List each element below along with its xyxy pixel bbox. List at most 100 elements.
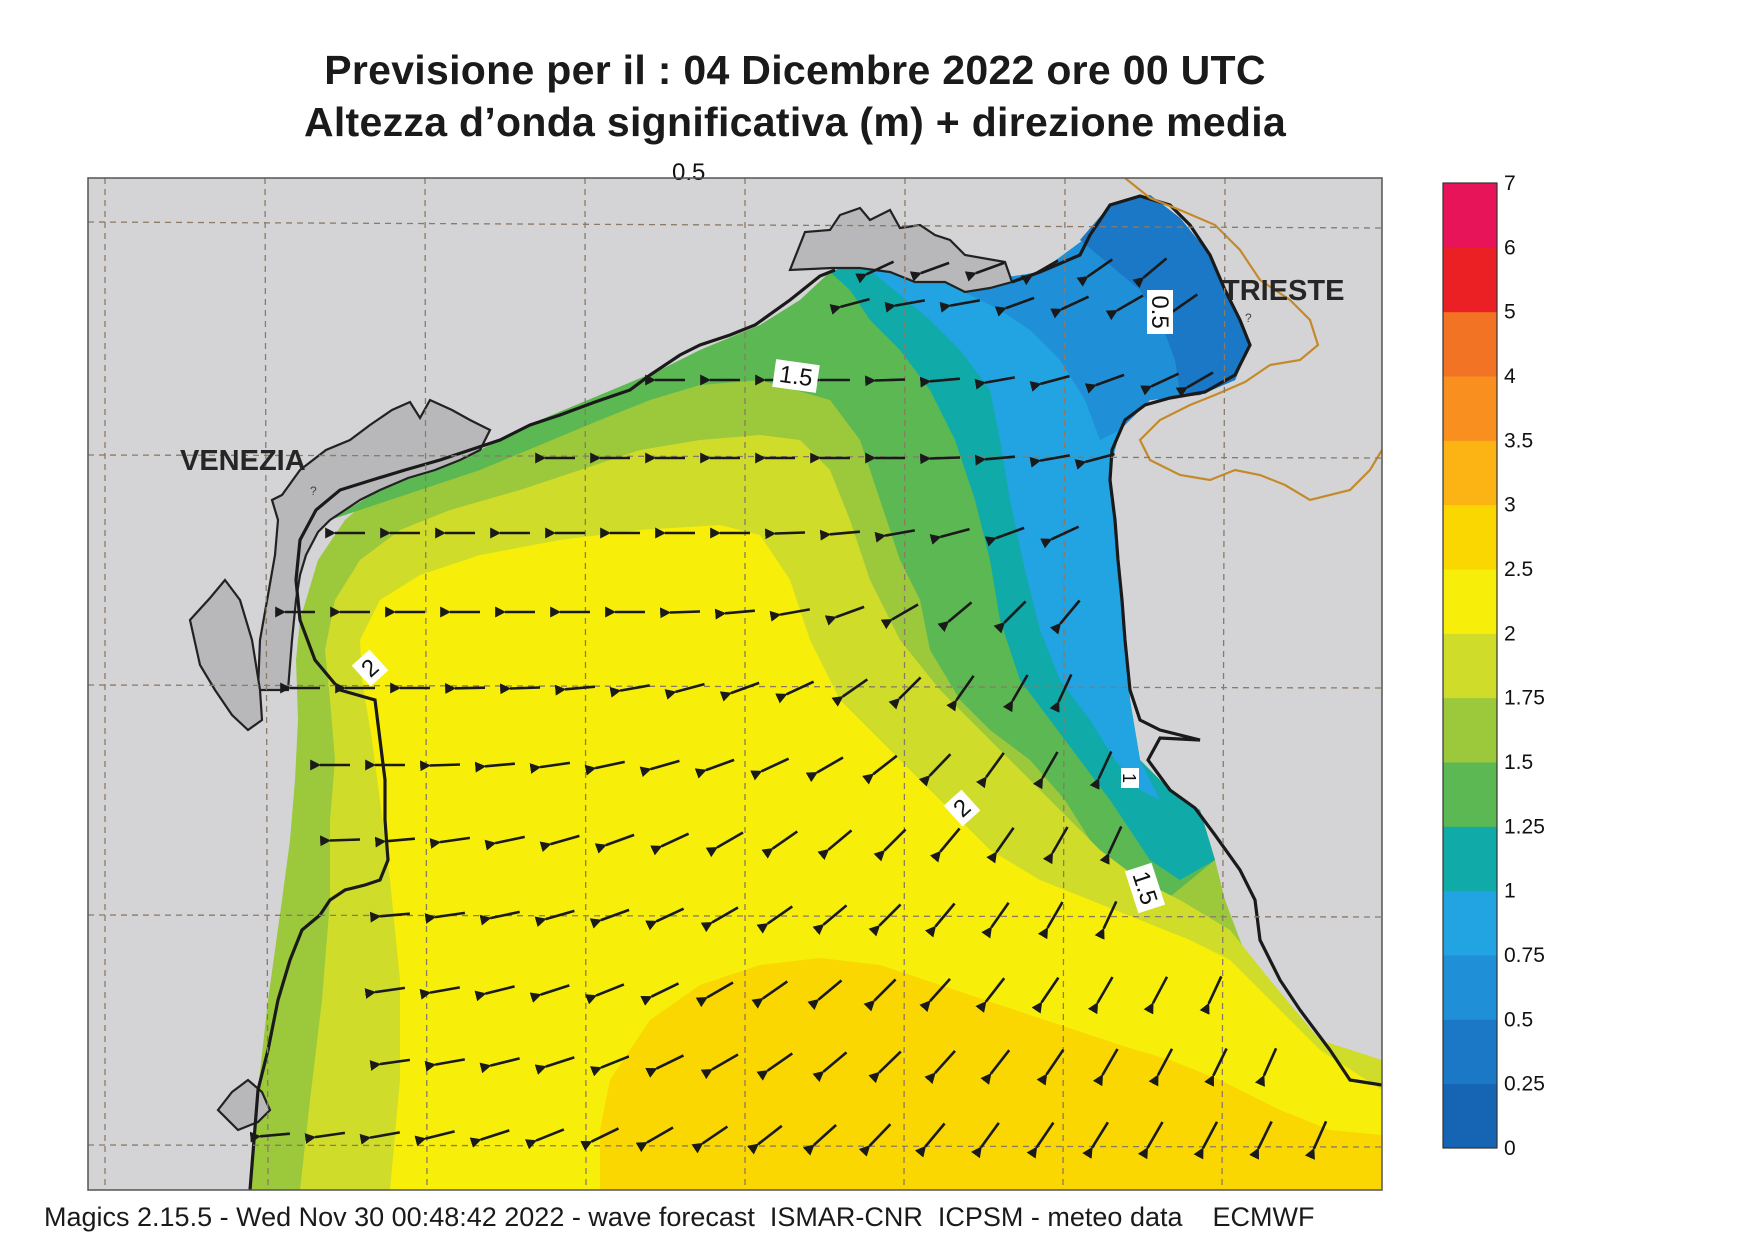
- wave-direction-arrow: [862, 754, 898, 785]
- contour-label-text: 0.5: [1146, 295, 1173, 328]
- wave-direction-arrow: [868, 1050, 902, 1084]
- map-mark: ?: [310, 484, 317, 498]
- wave-direction-arrow: [756, 1052, 794, 1081]
- footer-credits: Magics 2.15.5 - Wed Nov 30 00:48:42 2022…: [44, 1202, 1315, 1232]
- wave-direction-arrow: [694, 758, 735, 779]
- wave-direction-arrow: [589, 1055, 630, 1077]
- contour-label-text: 1: [1119, 773, 1139, 783]
- wave-direction-arrow: [1031, 976, 1060, 1014]
- wave-direction-arrow: [1082, 1121, 1110, 1159]
- wave-direction-arrow: [1143, 976, 1169, 1015]
- colorbar-swatch: [1443, 697, 1497, 763]
- wave-direction-arrow: [764, 528, 806, 540]
- wave-direction-arrow: [539, 834, 580, 853]
- wave-direction-arrow: [812, 1051, 848, 1083]
- wave-direction-arrow: [469, 1129, 510, 1148]
- wave-direction-arrow: [664, 682, 705, 700]
- wave-direction-arrow: [1074, 452, 1115, 470]
- wave-direction-arrow: [594, 833, 635, 854]
- wave-direction-arrow: [705, 831, 744, 858]
- wave-direction-arrow: [645, 907, 685, 931]
- wave-direction-arrow: [650, 832, 690, 856]
- wave-direction-arrow: [1304, 1120, 1328, 1160]
- wave-direction-arrow: [829, 297, 870, 315]
- wave-direction-arrow: [369, 911, 411, 923]
- wave-direction-arrow: [937, 601, 973, 633]
- wave-direction-arrow: [888, 676, 922, 710]
- wave-direction-arrow: [1036, 1048, 1065, 1086]
- wave-direction-arrow: [639, 759, 680, 778]
- lagoon-grado: [788, 206, 1014, 294]
- colorbar-tick-label: 0.25: [1504, 1073, 1545, 1096]
- wave-direction-arrow: [994, 296, 1035, 317]
- wave-direction-arrow: [1204, 1047, 1228, 1087]
- colorbar-swatch: [1443, 633, 1497, 699]
- colorbar-swatch: [1443, 247, 1497, 313]
- map-subtitle: Altezza d’onda significativa (m) + direz…: [303, 99, 1287, 145]
- wave-direction-arrow: [414, 1130, 455, 1147]
- wave-direction-arrow: [1105, 294, 1144, 321]
- wave-direction-arrow: [1026, 1121, 1055, 1159]
- wave-direction-arrow: [1032, 751, 1059, 790]
- wave-direction-arrow: [747, 1124, 783, 1155]
- colorbar-tick-label: 0: [1504, 1137, 1516, 1160]
- wave-direction-arrow: [1092, 1048, 1119, 1087]
- wave-direction-arrow: [249, 1131, 291, 1143]
- wave-direction-arrow: [976, 752, 1005, 789]
- colorbar-swatch: [1443, 890, 1497, 956]
- wave-direction-arrow: [1254, 1047, 1278, 1087]
- wave-direction-arrow: [817, 829, 853, 861]
- wave-direction-arrow: [1049, 673, 1073, 713]
- wave-direction-arrow: [374, 836, 416, 848]
- wave-direction-arrow: [819, 529, 861, 541]
- wave-direction-arrow: [919, 376, 961, 388]
- colorbar-swatch: [1443, 440, 1497, 506]
- colorbar-swatch: [1443, 504, 1497, 570]
- wave-direction-arrow: [319, 835, 361, 847]
- wave-direction-arrow: [863, 978, 897, 1012]
- wave-direction-arrow: [1140, 372, 1180, 396]
- colorbar-tick-label: 1: [1504, 880, 1516, 903]
- colorbar-tick-label: 0.5: [1504, 1008, 1533, 1031]
- wave-direction-arrow: [980, 1049, 1011, 1085]
- wave-direction-arrow: [858, 1123, 892, 1157]
- wave-direction-arrow: [474, 985, 515, 1002]
- wave-direction-arrow: [919, 978, 951, 1013]
- wave-direction-arrow: [529, 761, 571, 774]
- colorbar-tick-label: 3.5: [1504, 429, 1533, 452]
- wave-direction-arrow: [429, 836, 471, 849]
- wave-direction-arrow: [580, 1127, 620, 1151]
- colorbar-tick-label: 0.75: [1504, 944, 1545, 967]
- wave-direction-arrow: [1042, 826, 1069, 865]
- colorbar-swatch: [1443, 1019, 1497, 1085]
- wave-direction-arrow: [1089, 750, 1113, 790]
- wave-direction-arrow: [924, 902, 956, 938]
- wave-direction-arrow: [914, 1122, 946, 1158]
- wave-height-field: [250, 195, 1382, 1190]
- wave-direction-arrow: [695, 981, 734, 1008]
- wave-direction-arrow: [700, 1053, 739, 1080]
- wave-direction-arrow: [1094, 900, 1118, 940]
- map-mark: ?: [1245, 311, 1252, 325]
- wave-direction-arrow: [359, 1131, 401, 1145]
- wave-direction-arrow: [609, 684, 651, 698]
- wave-direction-arrow: [424, 1058, 466, 1072]
- wave-direction-arrow: [419, 986, 461, 1000]
- colorbar-swatch: [1443, 311, 1497, 377]
- wave-direction-arrow: [691, 1125, 729, 1154]
- colorbar-tick-label: 2.5: [1504, 558, 1533, 581]
- wave-direction-arrow: [445, 683, 486, 694]
- wave-direction-arrow: [812, 904, 848, 936]
- wave-direction-arrow: [919, 453, 961, 465]
- map-frame: [87, 177, 1383, 1191]
- colorbar-swatch: [1443, 762, 1497, 827]
- wave-direction-arrow: [909, 261, 950, 282]
- wave-direction-arrow: [802, 1124, 837, 1156]
- colorbar-tick-label: 4: [1504, 365, 1516, 388]
- wave-direction-arrow: [584, 983, 625, 1005]
- colorbar: 0 0.25 0.5 0.75 1 1.25 1.5 1.75 2 2.5 3 3.5 4 5 6 7: [1442, 172, 1545, 1160]
- wave-direction-arrow: [924, 1050, 956, 1085]
- wave-direction-arrow: [499, 683, 541, 695]
- wave-direction-arrow: [805, 756, 844, 783]
- wave-direction-arrow: [589, 908, 630, 929]
